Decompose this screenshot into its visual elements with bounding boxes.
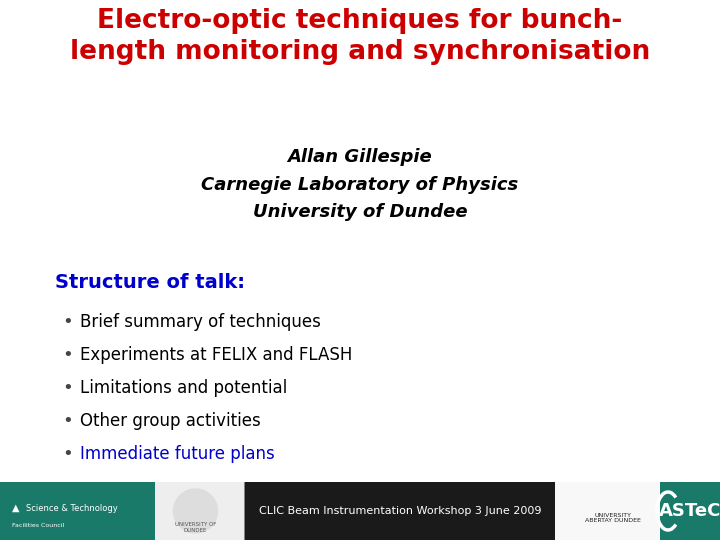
Text: UNIVERSITY OF
DUNDEE: UNIVERSITY OF DUNDEE — [175, 522, 216, 532]
Text: Experiments at FELIX and FLASH: Experiments at FELIX and FLASH — [80, 346, 352, 364]
Text: Limitations and potential: Limitations and potential — [80, 379, 287, 397]
Text: •: • — [62, 379, 73, 397]
Text: •: • — [62, 412, 73, 430]
Text: University of Dundee: University of Dundee — [253, 203, 467, 221]
Text: Electro-optic techniques for bunch-
length monitoring and synchronisation: Electro-optic techniques for bunch- leng… — [70, 8, 650, 65]
Circle shape — [174, 489, 217, 533]
FancyBboxPatch shape — [660, 482, 720, 540]
FancyBboxPatch shape — [245, 482, 555, 540]
Text: Immediate future plans: Immediate future plans — [80, 445, 275, 463]
FancyBboxPatch shape — [0, 482, 155, 540]
Text: CLIC Beam Instrumentation Workshop 3 June 2009: CLIC Beam Instrumentation Workshop 3 Jun… — [258, 506, 541, 516]
Text: •: • — [62, 313, 73, 331]
Text: •: • — [62, 445, 73, 463]
FancyBboxPatch shape — [555, 482, 660, 540]
Text: Carnegie Laboratory of Physics: Carnegie Laboratory of Physics — [202, 176, 518, 194]
Text: Science & Technology: Science & Technology — [26, 504, 118, 512]
FancyBboxPatch shape — [155, 482, 245, 540]
Text: Allan Gillespie: Allan Gillespie — [287, 148, 433, 166]
Text: Brief summary of techniques: Brief summary of techniques — [80, 313, 321, 331]
Text: Other group activities: Other group activities — [80, 412, 261, 430]
Text: Facilities Council: Facilities Council — [12, 523, 64, 528]
Text: ASTeC: ASTeC — [659, 502, 720, 520]
Text: UNIVERSITY
ABERTAY DUNDEE: UNIVERSITY ABERTAY DUNDEE — [585, 512, 641, 523]
Text: ▲: ▲ — [12, 503, 19, 513]
Text: •: • — [62, 346, 73, 364]
Text: Structure of talk:: Structure of talk: — [55, 273, 245, 292]
